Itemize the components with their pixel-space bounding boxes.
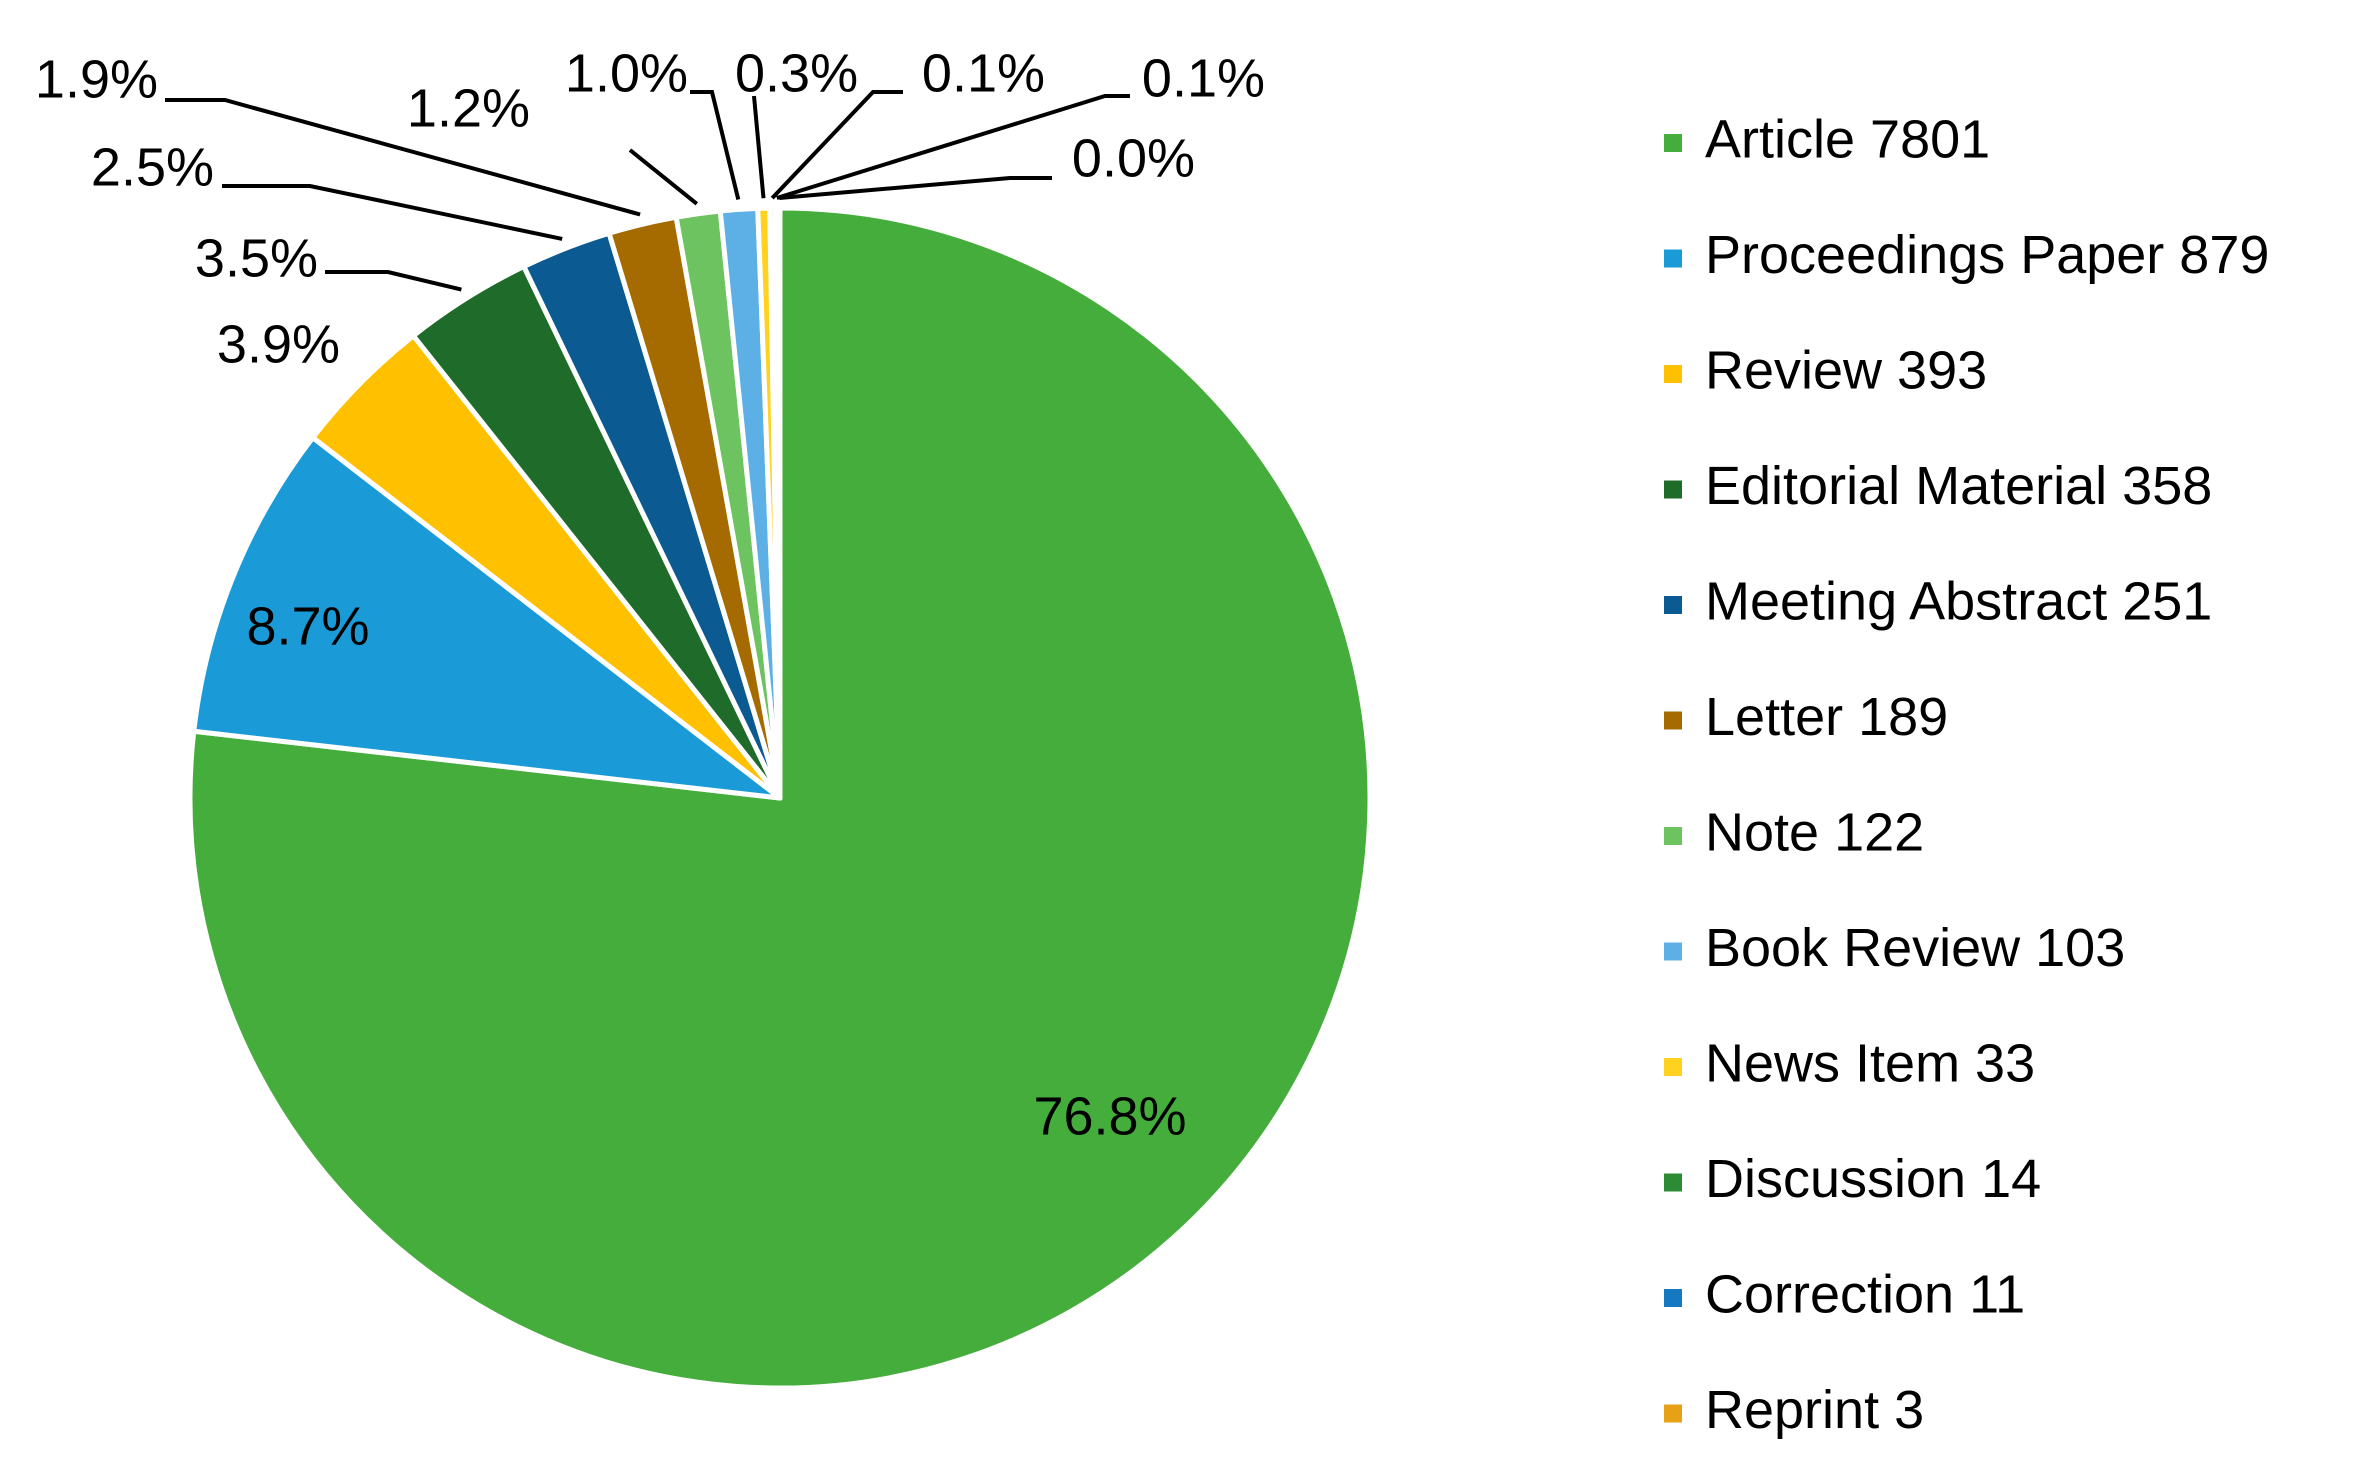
leader-line-book-review bbox=[690, 90, 741, 200]
legend-swatch-news-item bbox=[1664, 1058, 1682, 1076]
legend-swatch-review bbox=[1664, 365, 1682, 383]
percent-label-discussion: 0.1% bbox=[922, 43, 1045, 103]
leader-line-meeting-abstract bbox=[222, 184, 563, 241]
leader-line-correction bbox=[776, 94, 1130, 200]
legend-swatch-reprint bbox=[1664, 1404, 1682, 1423]
legend-label-correction: Correction 11 bbox=[1705, 1264, 2025, 1324]
percent-label-news-item: 0.3% bbox=[735, 43, 858, 103]
legend-item-proceedings-paper: Proceedings Paper 879 bbox=[1664, 225, 2269, 285]
legend-swatch-letter bbox=[1664, 711, 1682, 730]
legend-item-discussion: Discussion 14 bbox=[1664, 1149, 2041, 1209]
legend-item-review: Review 393 bbox=[1664, 340, 1987, 400]
legend-label-reprint: Reprint 3 bbox=[1705, 1380, 1924, 1440]
legend-label-proceedings-paper: Proceedings Paper 879 bbox=[1705, 225, 2269, 285]
legend-item-meeting-abstract: Meeting Abstract 251 bbox=[1664, 571, 2212, 631]
legend-swatch-book-review bbox=[1664, 942, 1682, 961]
legend-label-news-item: News Item 33 bbox=[1705, 1033, 2035, 1093]
legend-label-article: Article 7801 bbox=[1705, 109, 1990, 169]
legend-label-meeting-abstract: Meeting Abstract 251 bbox=[1705, 571, 2212, 631]
percent-label-reprint: 0.0% bbox=[1072, 128, 1195, 188]
slice-proceedings-paper bbox=[191, 435, 783, 801]
pie-slices bbox=[187, 205, 1373, 1391]
legend-label-note: Note 122 bbox=[1705, 802, 1924, 862]
legend-item-correction: Correction 11 bbox=[1664, 1264, 2025, 1324]
leader-line-reprint bbox=[779, 176, 1052, 200]
legend-item-editorial-material: Editorial Material 358 bbox=[1664, 456, 2212, 516]
legend-label-editorial-material: Editorial Material 358 bbox=[1705, 456, 2212, 516]
leader-lines bbox=[165, 90, 1130, 292]
legend-swatch-correction bbox=[1664, 1289, 1682, 1307]
legend-swatch-discussion bbox=[1664, 1173, 1682, 1192]
leader-line-news-item bbox=[752, 95, 766, 199]
leader-line-note bbox=[628, 148, 699, 206]
legend-item-book-review: Book Review 103 bbox=[1664, 918, 2125, 978]
percent-label-editorial-material: 3.5% bbox=[195, 228, 318, 288]
legend-label-book-review: Book Review 103 bbox=[1705, 918, 2125, 978]
legend-item-note: Note 122 bbox=[1664, 802, 1924, 862]
percent-label-meeting-abstract: 2.5% bbox=[91, 137, 214, 197]
legend-swatch-proceedings-paper bbox=[1664, 249, 1682, 268]
legend-label-review: Review 393 bbox=[1705, 340, 1987, 400]
percent-label-article: 76.8% bbox=[1033, 1086, 1186, 1146]
legend-item-letter: Letter 189 bbox=[1664, 687, 1948, 747]
legend-label-letter: Letter 189 bbox=[1705, 687, 1948, 747]
legend-item-reprint: Reprint 3 bbox=[1664, 1380, 1924, 1440]
leader-line-discussion bbox=[770, 90, 903, 200]
legend: Article 7801 Proceedings Paper 879 Review … bbox=[1664, 109, 2269, 1440]
slice-reprint bbox=[776, 205, 783, 801]
leader-line-editorial-material bbox=[325, 270, 462, 292]
legend-swatch-meeting-abstract bbox=[1664, 596, 1682, 614]
percent-label-proceedings-paper: 8.7% bbox=[246, 596, 369, 656]
legend-swatch-article bbox=[1664, 134, 1682, 152]
percent-labels: 76.8% 8.7% 3.9% 3.5% 2.5% 1.9% 1.2% 1.0% 0.3% 0.1… bbox=[35, 43, 1265, 1146]
legend-item-article: Article 7801 bbox=[1664, 109, 1990, 169]
percent-label-review: 3.9% bbox=[217, 314, 340, 374]
leader-line-letter bbox=[165, 98, 641, 217]
legend-swatch-note bbox=[1664, 827, 1682, 845]
percent-label-book-review: 1.0% bbox=[565, 43, 688, 103]
legend-swatch-editorial-material bbox=[1664, 480, 1682, 499]
percent-label-note: 1.2% bbox=[407, 78, 530, 138]
percent-label-correction: 0.1% bbox=[1142, 48, 1265, 108]
legend-item-news-item: News Item 33 bbox=[1664, 1033, 2035, 1093]
legend-label-discussion: Discussion 14 bbox=[1705, 1149, 2041, 1209]
percent-label-letter: 1.9% bbox=[35, 49, 158, 109]
